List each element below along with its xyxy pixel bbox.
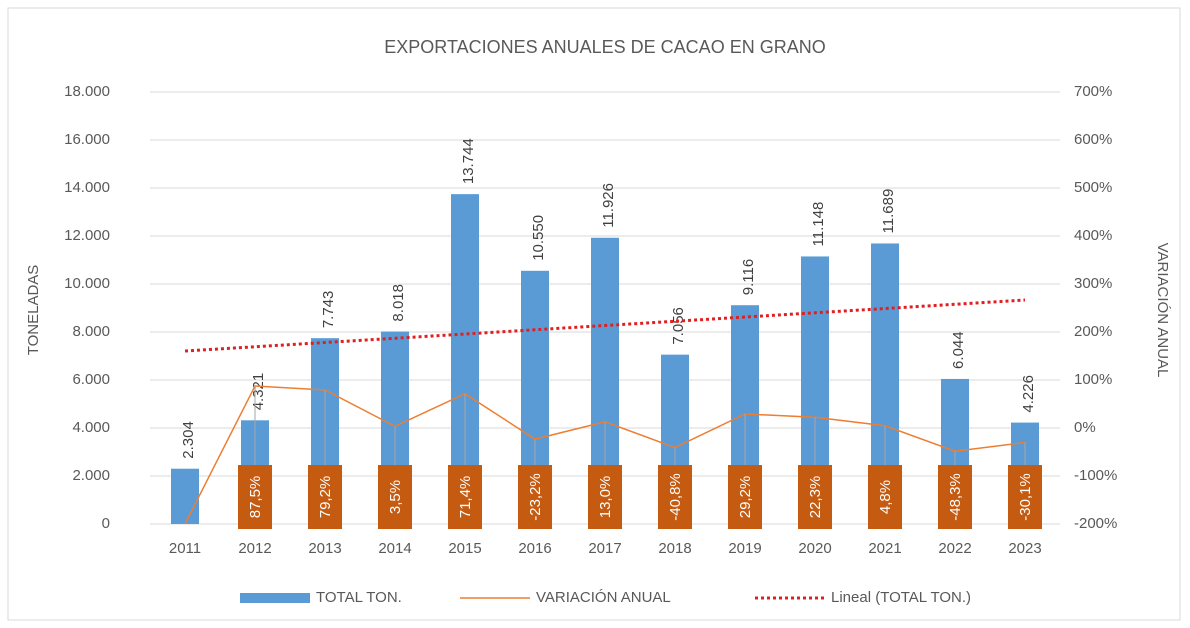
variation-label: 87,5% bbox=[247, 476, 264, 519]
y-tick-label: 10.000 bbox=[64, 275, 110, 292]
variation-label-box bbox=[308, 465, 342, 529]
x-tick-label: 2016 bbox=[518, 540, 551, 557]
bar-value-label: 4.226 bbox=[1020, 375, 1037, 413]
variation-label-box bbox=[658, 465, 692, 529]
bar-value-label: 8.018 bbox=[390, 284, 407, 322]
y-tick-label: 12.000 bbox=[64, 227, 110, 244]
chart-title: EXPORTACIONES ANUALES DE CACAO EN GRANO bbox=[384, 37, 825, 57]
bar-value-label: 2.304 bbox=[180, 421, 197, 459]
bar-value-label: 4.321 bbox=[250, 373, 267, 411]
y2-tick-label: -200% bbox=[1074, 515, 1117, 532]
y2-tick-label: 200% bbox=[1074, 323, 1112, 340]
y-tick-label: 14.000 bbox=[64, 179, 110, 196]
y2-tick-label: -100% bbox=[1074, 467, 1117, 484]
bar bbox=[171, 468, 199, 524]
variation-label-box bbox=[868, 465, 902, 529]
bar-value-label: 6.044 bbox=[950, 331, 967, 369]
variation-label-box bbox=[378, 465, 412, 529]
variation-label: 29,2% bbox=[737, 476, 754, 519]
x-tick-label: 2019 bbox=[728, 540, 761, 557]
x-tick-label: 2013 bbox=[308, 540, 341, 557]
variation-label-box bbox=[798, 465, 832, 529]
y2-tick-label: 600% bbox=[1074, 131, 1112, 148]
y2-tick-label: 700% bbox=[1074, 83, 1112, 100]
x-tick-label: 2015 bbox=[448, 540, 481, 557]
variation-label: -23,2% bbox=[527, 473, 544, 521]
y2-tick-label: 300% bbox=[1074, 275, 1112, 292]
y-tick-label: 2.000 bbox=[72, 467, 110, 484]
y-tick-label: 18.000 bbox=[64, 83, 110, 100]
variation-label: 79,2% bbox=[317, 476, 334, 519]
legend-label: TOTAL TON. bbox=[316, 589, 402, 606]
variation-label-box bbox=[448, 465, 482, 529]
bar-value-label: 11.689 bbox=[880, 189, 897, 234]
legend-swatch bbox=[240, 593, 310, 603]
y-tick-label: 8.000 bbox=[72, 323, 110, 340]
y-axis-title: TONELADAS bbox=[25, 265, 42, 356]
x-tick-label: 2014 bbox=[378, 540, 411, 557]
x-tick-label: 2012 bbox=[238, 540, 271, 557]
bar-value-label: 7.743 bbox=[320, 291, 337, 329]
variation-label-box bbox=[1008, 465, 1042, 529]
legend-label: VARIACIÓN ANUAL bbox=[536, 589, 671, 606]
x-tick-label: 2020 bbox=[798, 540, 831, 557]
bar-value-label: 13.744 bbox=[460, 138, 477, 184]
variation-label: -48,3% bbox=[947, 473, 964, 521]
y-tick-label: 0 bbox=[102, 515, 110, 532]
variation-label-box bbox=[588, 465, 622, 529]
bar-value-label: 9.116 bbox=[740, 259, 757, 295]
variation-label-box bbox=[728, 465, 762, 529]
bar-value-label: 11.926 bbox=[600, 183, 617, 228]
x-tick-label: 2021 bbox=[868, 540, 901, 557]
variation-label: 3,5% bbox=[387, 480, 404, 514]
y2-axis-title: VARIACIÓN ANUAL bbox=[1154, 243, 1171, 378]
variation-label-box bbox=[938, 465, 972, 529]
x-tick-label: 2018 bbox=[658, 540, 691, 557]
variation-label: 71,4% bbox=[457, 476, 474, 519]
x-tick-label: 2022 bbox=[938, 540, 971, 557]
bar-value-label: 10.550 bbox=[530, 215, 547, 261]
legend-label: Lineal (TOTAL TON.) bbox=[831, 589, 971, 606]
variation-label-box bbox=[518, 465, 552, 529]
x-tick-label: 2017 bbox=[588, 540, 621, 557]
y2-tick-label: 400% bbox=[1074, 227, 1112, 244]
variation-label: 4,8% bbox=[877, 480, 894, 514]
variation-label: -40,8% bbox=[667, 473, 684, 521]
x-tick-label: 2023 bbox=[1008, 540, 1041, 557]
y-tick-label: 6.000 bbox=[72, 371, 110, 388]
variation-label: 13,0% bbox=[597, 476, 614, 519]
trend-line bbox=[184, 298, 1026, 353]
y-tick-label: 16.000 bbox=[64, 131, 110, 148]
y2-tick-label: 0% bbox=[1074, 419, 1096, 436]
y2-tick-label: 100% bbox=[1074, 371, 1112, 388]
x-tick-label: 2011 bbox=[169, 540, 201, 557]
variation-label: -30,1% bbox=[1017, 473, 1034, 521]
bar-value-label: 11.148 bbox=[810, 202, 827, 247]
bar-value-label: 7.056 bbox=[670, 307, 687, 345]
y2-tick-label: 500% bbox=[1074, 179, 1112, 196]
variation-label-box bbox=[238, 465, 272, 529]
variation-label: 22,3% bbox=[807, 476, 824, 519]
y-tick-label: 4.000 bbox=[72, 419, 110, 436]
